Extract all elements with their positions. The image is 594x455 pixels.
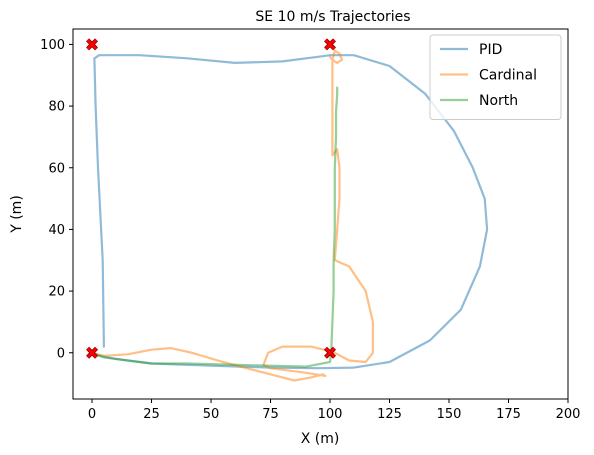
- series-line-pid: [90, 54, 489, 370]
- y-tick-label: 0: [57, 346, 65, 361]
- x-tick-label: 200: [556, 407, 581, 422]
- legend-label-cardinal: Cardinal: [479, 68, 537, 84]
- waypoint-marker: [324, 346, 337, 359]
- x-axis-label: X (m): [301, 431, 340, 447]
- waypoint-marker: [86, 38, 99, 51]
- x-tick-label: 75: [262, 407, 279, 422]
- legend: PID Cardinal North: [429, 34, 562, 120]
- plot-area: [86, 38, 489, 382]
- y-tick-label: 40: [48, 223, 65, 238]
- series-line-north: [90, 86, 339, 368]
- series-line-cardinal: [90, 49, 374, 382]
- chart-title: SE 10 m/s Trajectories: [255, 9, 410, 25]
- legend-label-north: North: [479, 93, 518, 109]
- x-tick-label: 150: [437, 407, 462, 422]
- x-tick-label: 175: [496, 407, 521, 422]
- x-tick-label: 50: [203, 407, 220, 422]
- y-tick-label: 60: [48, 161, 65, 176]
- y-tick-label: 80: [48, 100, 65, 115]
- y-axis-ticks: 0 20 40 60 80 100: [40, 38, 73, 361]
- waypoint-marker: [86, 346, 99, 359]
- axes-frame: [72, 28, 569, 400]
- y-tick-label: 20: [48, 285, 65, 300]
- y-tick-label: 100: [40, 38, 65, 53]
- legend-box: [429, 34, 562, 120]
- x-tick-label: 0: [88, 407, 96, 422]
- legend-label-pid: PID: [479, 42, 502, 58]
- waypoint-marker: [324, 38, 337, 51]
- x-tick-label: 125: [377, 407, 402, 422]
- y-axis-label: Y (m): [9, 195, 25, 234]
- x-axis-ticks: 0 25 50 75 100 125 150 175 200: [88, 399, 581, 422]
- x-tick-label: 100: [318, 407, 343, 422]
- x-tick-label: 25: [143, 407, 160, 422]
